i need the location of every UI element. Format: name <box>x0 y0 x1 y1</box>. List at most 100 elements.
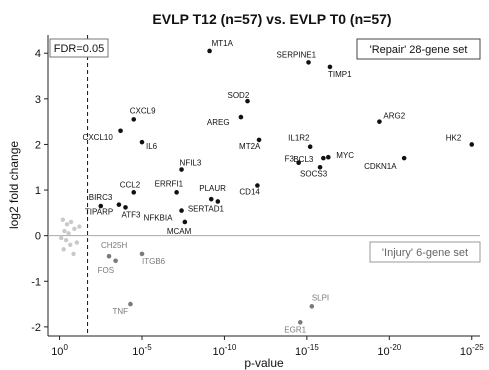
injury-gene-point <box>139 251 145 257</box>
other-gene-point <box>68 242 73 247</box>
repair-gene-label: CDKN1A <box>364 162 397 171</box>
y-tick-label: -1 <box>31 276 41 288</box>
repair-gene-label: IL1R2 <box>288 134 310 143</box>
repair-gene-point <box>326 154 331 160</box>
repair-gene-point <box>179 167 184 172</box>
repair-gene-point <box>131 190 137 195</box>
repair-gene-point <box>116 202 122 207</box>
repair-gene-point <box>317 164 323 170</box>
repair-gene-label: SOCS3 <box>300 169 328 178</box>
repair-gene-point <box>245 98 250 104</box>
repair-gene-point <box>256 137 262 143</box>
injury-gene-label: SLPI <box>312 293 329 302</box>
repair-gene-point <box>469 142 475 147</box>
injury-legend-label: 'Injury' 6-gene set <box>382 247 468 259</box>
injury-gene-point <box>128 301 133 307</box>
repair-gene-label: MT1A <box>212 39 234 48</box>
other-gene-point <box>64 222 70 227</box>
repair-gene-label: SERTAD1 <box>188 204 225 213</box>
other-gene-point <box>61 247 66 252</box>
axes <box>47 35 480 337</box>
injury-gene-label: TNF <box>112 307 128 316</box>
other-gene-point <box>62 228 67 234</box>
y-tick-label: 1 <box>35 185 41 197</box>
repair-gene-point <box>321 155 326 161</box>
injury-gene-point <box>297 320 303 325</box>
x-axis-title: p-value <box>244 356 284 370</box>
injury-gene-point <box>113 258 118 264</box>
repair-gene-label: ATF3 <box>121 210 141 219</box>
repair-gene-point <box>327 64 333 70</box>
repair-gene-point <box>296 160 301 165</box>
fdr-label-box <box>49 38 109 58</box>
repair-gene-point <box>98 203 104 209</box>
injury-gene-point <box>106 253 112 259</box>
repair-gene-label: PLAUR <box>199 184 226 193</box>
injury-legend-box <box>369 241 481 263</box>
x-tick-label: 10-20 <box>377 343 401 358</box>
repair-gene-label: NFKBIA <box>144 214 174 223</box>
y-tick-label: -2 <box>31 322 41 334</box>
repair-gene-point <box>179 208 184 213</box>
repair-gene-point <box>139 139 145 145</box>
y-tick-label: 3 <box>35 94 41 106</box>
repair-gene-point <box>118 128 123 134</box>
repair-gene-point <box>174 190 179 195</box>
y-tick-label: 0 <box>35 231 41 243</box>
x-tick-label: 10-10 <box>213 343 237 358</box>
repair-gene-label: NFIL3 <box>180 159 202 168</box>
other-gene-point <box>71 251 76 257</box>
repair-gene-point <box>306 60 311 65</box>
repair-gene-label: BIRC3 <box>89 193 113 202</box>
other-gene-point <box>68 219 74 225</box>
repair-gene-label: F3 <box>285 155 295 164</box>
repair-gene-label: CCL2 <box>120 180 141 189</box>
y-tick-label: 2 <box>35 139 41 151</box>
fdr-label: FDR=0.05 <box>54 43 104 55</box>
repair-gene-label: HK2 <box>446 133 462 142</box>
other-gene-point <box>77 224 82 229</box>
repair-gene-label: SERPINE1 <box>277 50 317 59</box>
repair-gene-label: MYC <box>336 151 354 160</box>
other-gene-point <box>60 217 66 222</box>
repair-gene-point <box>255 183 260 188</box>
other-gene-point <box>72 226 77 232</box>
repair-gene-point <box>401 155 407 161</box>
x-tick-label: 10-5 <box>132 343 152 358</box>
repair-gene-label: ERRFI1 <box>155 179 184 188</box>
repair-legend-label: 'Repair' 28-gene set <box>370 44 468 56</box>
repair-gene-point <box>131 117 137 122</box>
injury-gene-label: ITGB6 <box>142 257 166 266</box>
injury-gene-label: FOS <box>98 266 114 275</box>
repair-gene-point <box>215 199 221 204</box>
repair-gene-label: IL6 <box>146 142 158 151</box>
repair-gene-label: AREG <box>207 118 230 127</box>
other-gene-point <box>74 240 80 245</box>
x-tick-label: 10-25 <box>460 343 484 358</box>
repair-gene-point <box>377 119 382 124</box>
y-axis-title: log2 fold change <box>7 141 21 229</box>
repair-gene-point <box>207 48 212 54</box>
repair-gene-label: TIMP1 <box>328 70 352 79</box>
repair-gene-label: TIPARP <box>85 208 113 217</box>
repair-gene-label: CXCL9 <box>130 106 156 115</box>
repair-gene-label: CXCL10 <box>83 133 114 142</box>
chart-title: EVLP T12 (n=57) vs. EVLP T0 (n=57) <box>152 11 391 27</box>
repair-gene-label: SOD2 <box>228 91 250 100</box>
repair-gene-label: ARG2 <box>383 112 405 121</box>
repair-gene-point <box>208 196 214 202</box>
injury-gene-label: CH25H <box>101 241 127 250</box>
repair-gene-point <box>182 219 188 225</box>
other-gene-point <box>63 238 69 243</box>
x-tick-label: 100 <box>51 343 68 358</box>
repair-legend-box <box>356 38 481 60</box>
repair-gene-point <box>307 144 313 150</box>
y-tick-label: 4 <box>35 48 41 60</box>
injury-gene-point <box>309 304 315 309</box>
repair-gene-label: BCL3 <box>293 155 314 164</box>
repair-gene-label: MCAM <box>167 227 192 236</box>
repair-gene-label: MT2A <box>239 142 261 151</box>
repair-gene-point <box>238 114 244 120</box>
repair-gene-point <box>123 205 128 210</box>
